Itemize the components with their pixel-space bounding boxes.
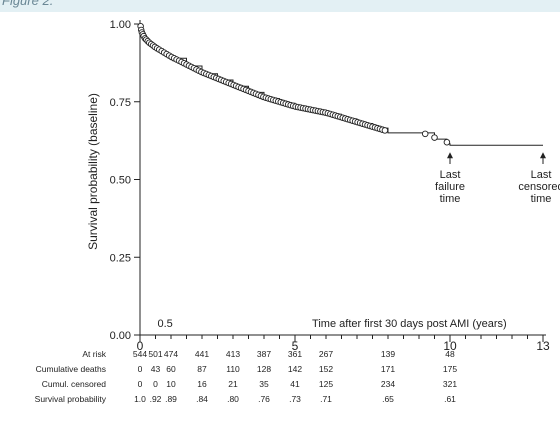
censor-mark [443, 138, 451, 146]
risk-table-cell: 125 [319, 379, 333, 389]
risk-table-cell: 60 [166, 364, 176, 374]
risk-table-cell: 128 [257, 364, 271, 374]
risk-table-cell: .84 [196, 394, 208, 404]
risk-table-cell: 474 [164, 349, 178, 359]
risk-table-cell: 139 [381, 349, 395, 359]
risk-table-cell: 0 [153, 379, 158, 389]
risk-table-cell: 10 [166, 379, 176, 389]
survival-curve [140, 23, 543, 146]
risk-table-cell: 387 [257, 349, 271, 359]
x-tick-label: 10 [443, 339, 457, 353]
risk-table-cell: 41 [290, 379, 300, 389]
y-tick-label: 0.00 [110, 330, 131, 342]
censor-mark [431, 134, 438, 141]
risk-table-cell: 0 [138, 379, 143, 389]
risk-table-cell: .92 [150, 394, 162, 404]
risk-table-cell: .89 [165, 394, 177, 404]
risk-table-cell: 16 [197, 379, 207, 389]
risk-table-cell: .65 [382, 394, 394, 404]
risk-table-row-label: Cumulative deaths [36, 364, 106, 374]
risk-table-cell: 501 [148, 349, 162, 359]
risk-table-cell: 48 [445, 349, 455, 359]
risk-table-cell: 441 [195, 349, 209, 359]
axes: 0.00 0.25 0.50 0.75 1.00 0 5 10 13 0.5 Time after … [86, 19, 550, 353]
risk-table-cell: .76 [258, 394, 270, 404]
annotation-text: Last [440, 169, 461, 181]
risk-table-row-label: At risk [82, 349, 106, 359]
x-tick-label: 0 [137, 339, 144, 353]
risk-table-cell: 87 [197, 364, 207, 374]
annotation-text: time [531, 193, 552, 205]
risk-table-cell: .71 [320, 394, 332, 404]
risk-table-cell: .61 [444, 394, 456, 404]
annotation-arrow-head [447, 152, 453, 159]
annotation-text: failure [435, 181, 465, 193]
y-axis-title: Survival probability (baseline) [86, 93, 100, 250]
x-axis-title: Time after first 30 days post AMI (years… [312, 318, 507, 330]
risk-table-cell: 175 [443, 364, 457, 374]
censor-marks-layer [137, 22, 451, 146]
y-tick-label: 0.25 [110, 252, 131, 264]
risk-table-cell: 171 [381, 364, 395, 374]
risk-table-cell: 35 [259, 379, 269, 389]
risk-table-cell: 267 [319, 349, 333, 359]
risk-table-cell: .73 [289, 394, 301, 404]
risk-table-cell: 0 [138, 364, 143, 374]
risk-table-row-label: Cumul. censored [42, 379, 107, 389]
risk-table-cell: 152 [319, 364, 333, 374]
y-tick-label: 0.50 [110, 175, 131, 187]
risk-table-cell: .80 [227, 394, 239, 404]
risk-table-cell: 413 [226, 349, 240, 359]
annotation-arrow-head [540, 152, 546, 159]
in-plot-label: 0.5 [158, 318, 173, 330]
risk-table-cell: 43 [151, 364, 161, 374]
risk-table-cell: 234 [381, 379, 395, 389]
annotation-text: censored [518, 181, 560, 193]
annotation-text: Last [531, 169, 552, 181]
censor-mark [381, 127, 389, 134]
risk-table: At risk 544 501 474 441 413 387 361 267 139 48 Cumu… [35, 349, 458, 404]
risk-table-row-label: Survival probability [35, 394, 107, 404]
risk-table-cell: 1.0 [134, 394, 146, 404]
risk-table-cell: 321 [443, 379, 457, 389]
figure-title: Figure 2. [2, 0, 54, 8]
x-tick-label: 13 [536, 339, 550, 353]
figure-header: Figure 2. [0, 0, 560, 12]
risk-table-cell: 110 [226, 364, 240, 374]
x-tick-label: 5 [292, 339, 299, 353]
survival-curve-layer [140, 23, 543, 146]
risk-table-cell: 142 [288, 364, 302, 374]
risk-table-cell: 361 [288, 349, 302, 359]
censor-mark [421, 130, 429, 138]
annotation-text: time [440, 193, 461, 205]
risk-table-cell: 544 [133, 349, 147, 359]
risk-table-cell: 21 [228, 379, 238, 389]
y-tick-label: 1.00 [110, 19, 131, 31]
y-tick-label: 0.75 [110, 97, 131, 109]
